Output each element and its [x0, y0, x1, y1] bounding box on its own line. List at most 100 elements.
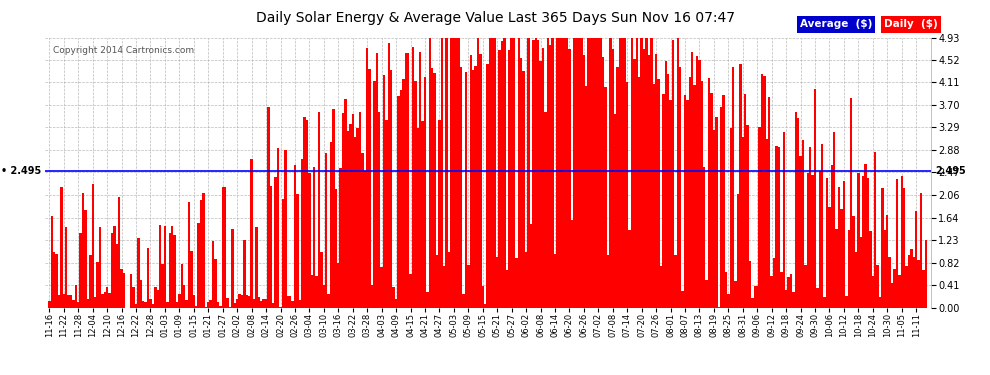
Bar — [227, 298, 229, 307]
Bar — [60, 187, 62, 308]
Bar — [655, 54, 657, 307]
Bar — [763, 76, 765, 307]
Bar — [96, 262, 99, 308]
Bar — [742, 136, 744, 308]
Bar — [252, 298, 255, 307]
Text: • 2.495: • 2.495 — [1, 166, 41, 176]
Bar — [301, 159, 303, 308]
Bar — [159, 225, 161, 308]
Bar — [358, 112, 361, 308]
Bar — [417, 128, 419, 308]
Bar — [672, 40, 674, 308]
Bar — [498, 50, 501, 308]
Bar — [469, 55, 472, 308]
Bar — [859, 237, 862, 308]
Bar — [491, 38, 494, 308]
Bar — [94, 297, 96, 307]
Bar — [604, 87, 607, 308]
Bar — [898, 275, 901, 308]
Bar — [455, 38, 457, 308]
Bar — [804, 265, 807, 308]
Bar — [366, 48, 368, 308]
Bar — [684, 95, 686, 308]
Bar — [356, 128, 358, 308]
Bar — [72, 300, 74, 307]
Bar — [792, 292, 795, 308]
Bar — [795, 111, 797, 308]
Bar — [511, 38, 513, 308]
Bar — [566, 38, 568, 308]
Bar — [920, 193, 922, 308]
Bar — [679, 67, 681, 308]
Bar — [619, 38, 621, 308]
Bar — [925, 240, 927, 308]
Bar — [217, 302, 219, 307]
Bar — [282, 199, 284, 308]
Bar — [787, 276, 790, 308]
Bar — [647, 55, 650, 308]
Bar — [419, 52, 422, 308]
Bar — [528, 38, 530, 308]
Bar — [202, 193, 205, 308]
Bar — [67, 295, 70, 307]
Bar — [450, 38, 452, 308]
Bar — [785, 290, 787, 308]
Bar — [544, 112, 546, 308]
Bar — [79, 232, 82, 308]
Bar — [84, 210, 87, 308]
Bar — [484, 304, 486, 307]
Bar — [82, 194, 84, 308]
Bar — [816, 288, 819, 308]
Bar — [561, 38, 563, 308]
Bar — [669, 99, 672, 308]
Bar — [854, 252, 857, 308]
Bar — [836, 230, 838, 308]
Bar — [316, 276, 318, 308]
Bar — [609, 38, 612, 308]
Bar — [371, 285, 373, 308]
Bar — [180, 264, 183, 308]
Bar — [361, 153, 363, 308]
Bar — [862, 177, 864, 308]
Bar — [89, 255, 91, 308]
Bar — [592, 38, 595, 308]
Bar — [388, 43, 390, 308]
Bar — [667, 74, 669, 307]
Bar — [563, 38, 566, 308]
Bar — [130, 274, 133, 308]
Bar — [337, 263, 340, 308]
Bar — [188, 202, 190, 308]
Bar — [636, 38, 639, 308]
Bar — [133, 287, 135, 308]
Bar — [553, 254, 556, 308]
Bar — [829, 207, 831, 308]
Text: Copyright 2014 Cartronics.com: Copyright 2014 Cartronics.com — [53, 46, 195, 55]
Bar — [197, 223, 200, 308]
Bar — [710, 93, 713, 308]
Bar — [308, 173, 311, 308]
Bar — [279, 307, 282, 308]
Bar — [583, 55, 585, 308]
Bar — [720, 107, 723, 307]
Bar — [345, 99, 346, 308]
Bar — [392, 287, 395, 308]
Bar — [735, 281, 737, 308]
Bar — [696, 56, 698, 308]
Bar — [294, 165, 296, 308]
Bar — [568, 49, 570, 308]
Bar — [414, 81, 417, 308]
Bar — [452, 38, 455, 308]
Bar — [185, 300, 188, 307]
Bar — [200, 200, 202, 308]
Bar — [244, 240, 246, 308]
Bar — [537, 40, 540, 308]
Bar — [556, 38, 558, 308]
Bar — [111, 234, 113, 308]
Bar — [368, 69, 371, 308]
Bar — [807, 173, 809, 308]
Bar — [330, 142, 333, 308]
Bar — [852, 216, 854, 308]
Bar — [116, 244, 118, 308]
Bar — [113, 226, 116, 308]
Bar — [549, 45, 551, 308]
